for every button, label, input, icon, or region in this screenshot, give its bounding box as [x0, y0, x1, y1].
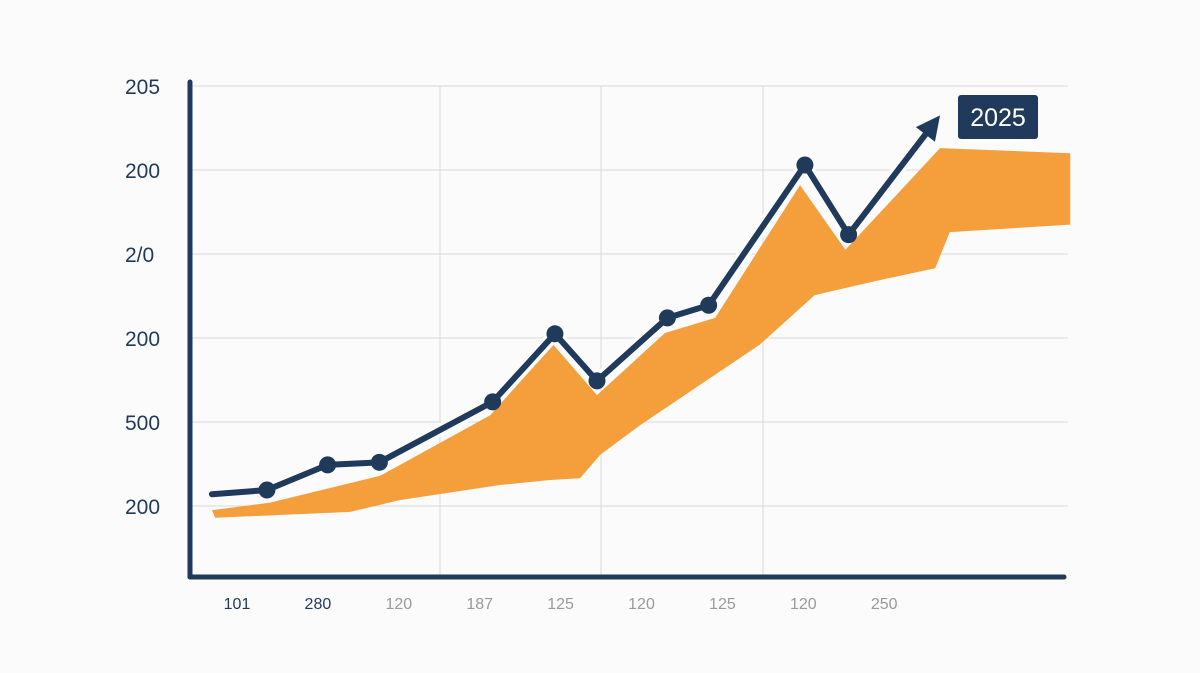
- data-point: [484, 393, 502, 411]
- series-line: [208, 123, 935, 498]
- x-tick-label: 125: [709, 596, 736, 613]
- x-axis-ticks: 101 280 120 187 125 120 125 120 250: [224, 596, 898, 613]
- data-point: [840, 226, 858, 244]
- annotation-box: [958, 95, 1038, 139]
- y-tick-label: 2/0: [125, 244, 154, 267]
- area-layer: [211, 148, 1071, 518]
- y-tick-label: 200: [125, 160, 160, 183]
- data-point: [588, 372, 606, 390]
- y-tick-label: 200: [125, 328, 160, 351]
- data-point: [796, 156, 814, 174]
- data-point: [258, 481, 276, 499]
- y-tick-label: 205: [125, 76, 160, 99]
- y-tick-label: 200: [125, 496, 160, 519]
- x-tick-label: 101: [224, 596, 251, 613]
- x-tick-label: 187: [466, 596, 493, 613]
- x-tick-label: 125: [547, 596, 574, 613]
- x-tick-label: 280: [305, 596, 332, 613]
- data-point: [700, 296, 718, 314]
- y-tick-label: 500: [125, 412, 160, 435]
- annotation-label: 2025: [970, 104, 1026, 132]
- data-point: [658, 309, 676, 327]
- area-fill: [211, 148, 1071, 518]
- x-tick-label: 250: [871, 596, 898, 613]
- line-layer: [208, 111, 946, 501]
- arrowhead-icon: [915, 115, 941, 142]
- x-tick-label: 120: [790, 596, 817, 613]
- x-tick-label: 120: [628, 596, 655, 613]
- x-tick-label: 120: [385, 596, 412, 613]
- annotation: 2025: [958, 95, 1038, 139]
- data-point: [370, 453, 388, 471]
- y-axis-ticks: 200 500 200 2/0 200 205: [125, 76, 160, 519]
- data-point: [319, 456, 337, 474]
- data-point: [546, 325, 564, 343]
